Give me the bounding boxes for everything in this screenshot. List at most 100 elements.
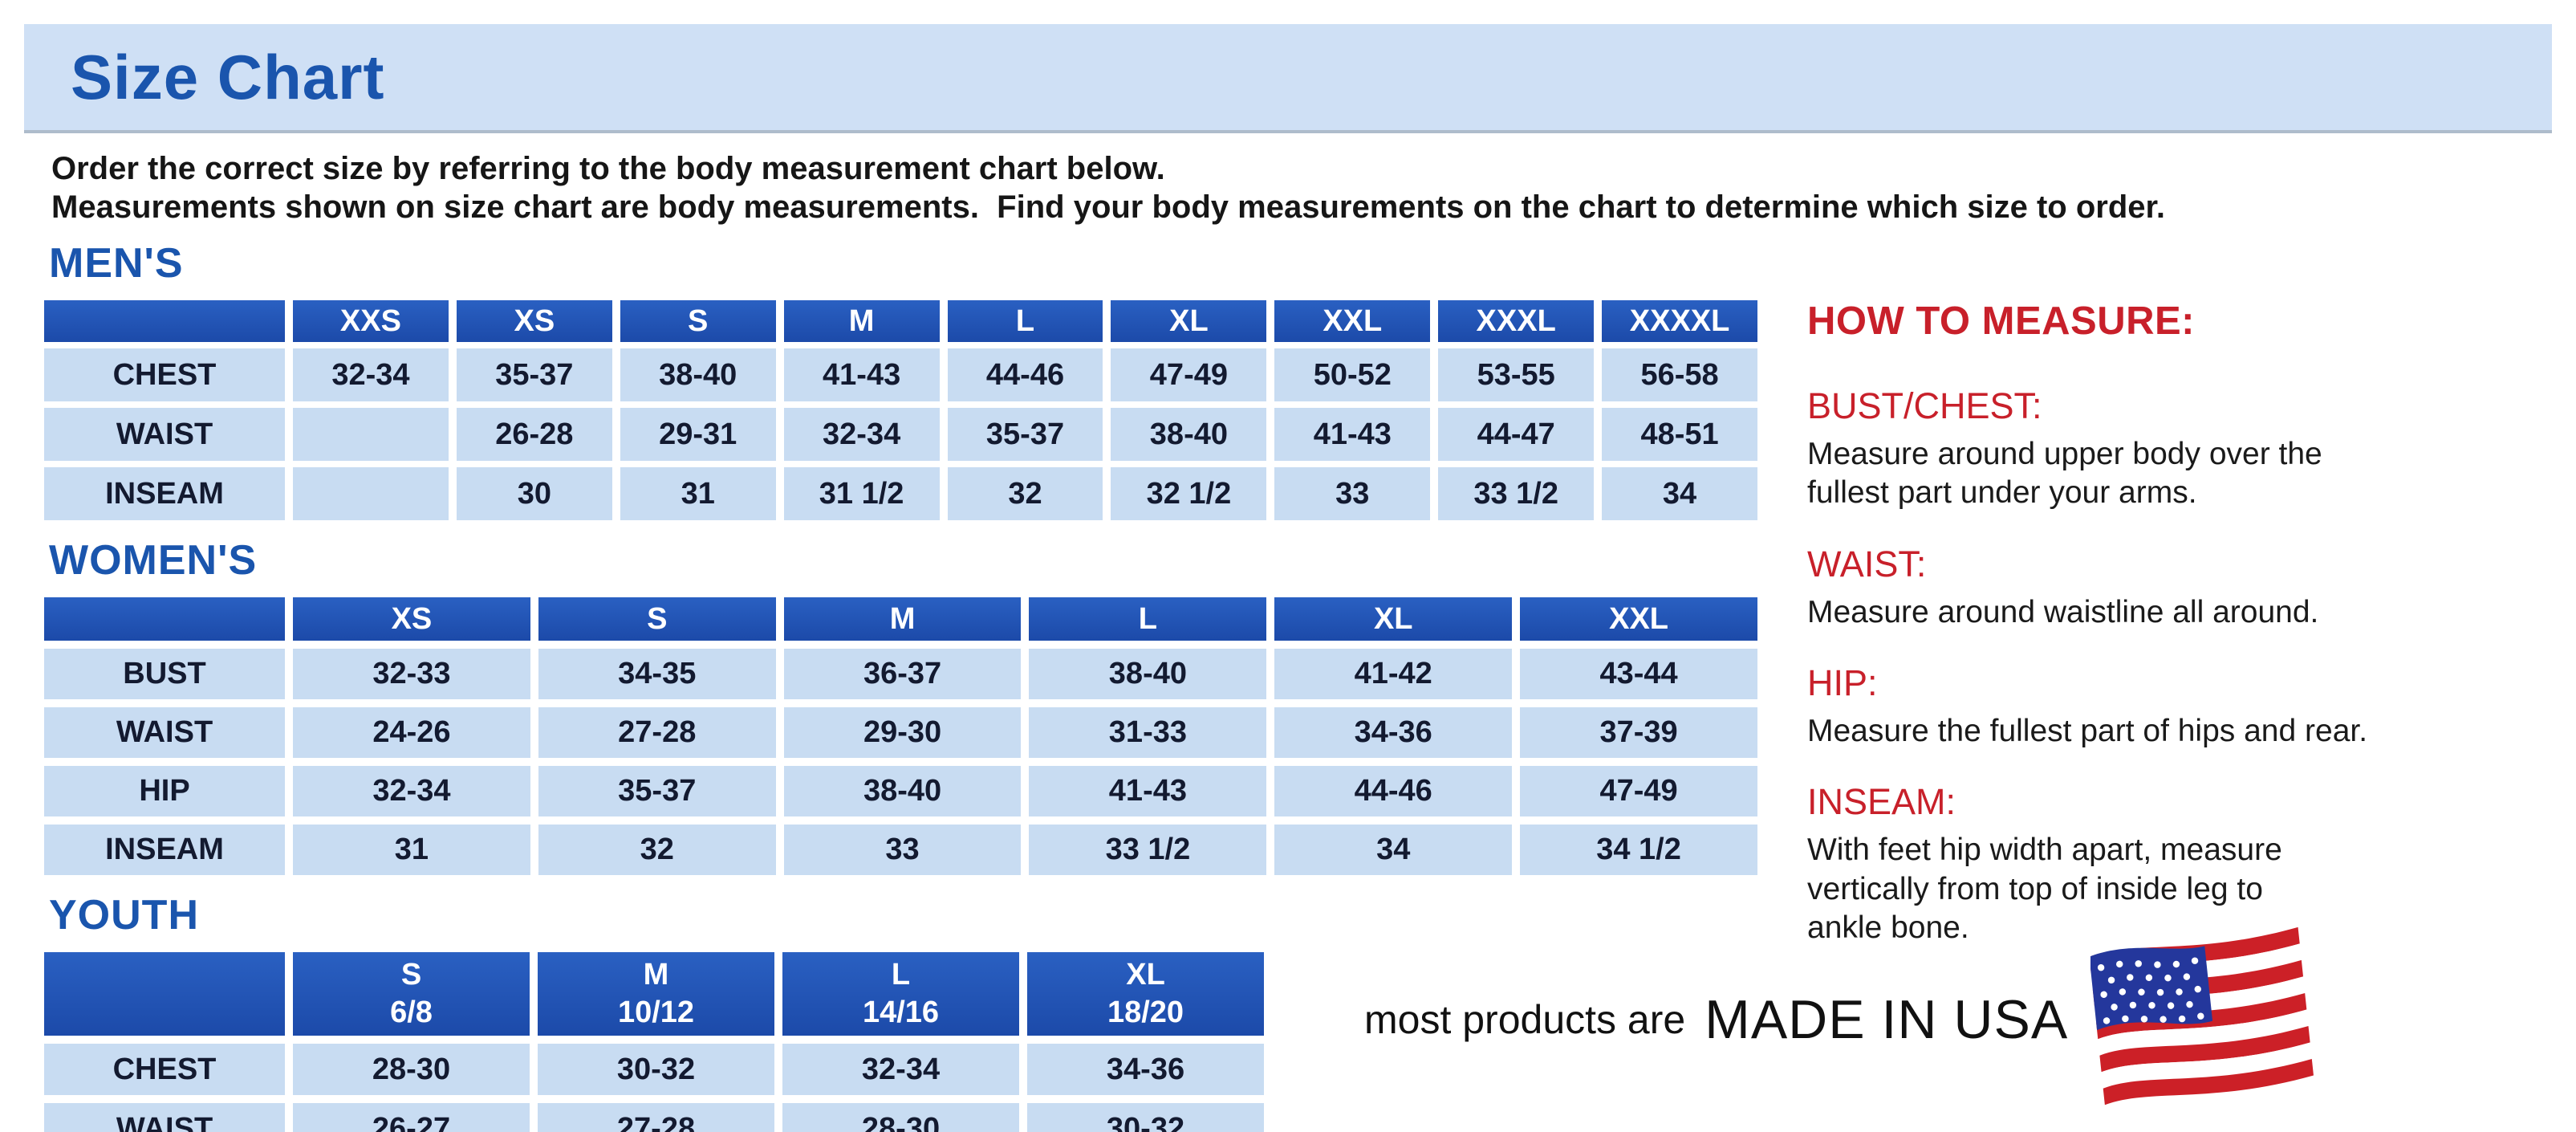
youth-column-header: S 6/8 [293,952,530,1036]
womens-value-cell: 47-49 [1520,766,1757,816]
measure-item-label: WAIST: [1807,543,1927,584]
mens-column-header: XS [456,300,612,342]
mens-value-cell: 32 1/2 [1111,467,1267,520]
mens-value-cell: 38-40 [620,348,776,401]
measure-item-label: INSEAM: [1807,781,1956,823]
mens-column-header: L [947,300,1103,342]
mens-header-row: XXS XS S M L XL XXL XXXL XXXXL [44,300,1758,342]
womens-row-label: BUST [44,649,285,699]
womens-value-cell: 31-33 [1029,707,1267,758]
mens-value-cell: 44-46 [947,348,1103,401]
us-flag-icon [2090,926,2314,1106]
youth-value-cell: 34-36 [1027,1044,1264,1095]
mens-value-cell: 35-37 [456,348,612,401]
mens-row-label: CHEST [44,348,285,401]
mens-value-cell: 32-34 [293,348,449,401]
youth-row-label: CHEST [44,1044,285,1095]
womens-column-header: XS [293,597,530,641]
mens-value-cell: 38-40 [1111,408,1267,461]
youth-value-cell: 26-27 [293,1103,530,1132]
womens-value-cell: 41-43 [1029,766,1267,816]
womens-value-cell: 33 [783,825,1022,875]
womens-value-cell: 34 1/2 [1520,825,1757,875]
mens-value-cell: 35-37 [947,408,1103,461]
womens-value-cell: 34-36 [1274,707,1513,758]
youth-column-header: L 14/16 [782,952,1019,1036]
mens-value-cell [293,467,449,520]
youth-row-chest: CHEST 28-30 30-32 32-34 34-36 [44,1044,1264,1095]
womens-header-row: XS S M L XL XXL [44,597,1757,641]
youth-value-cell: 28-30 [293,1044,530,1095]
youth-corner-cell [44,952,285,1036]
title-banner: Size Chart [24,24,2552,133]
mens-corner-cell [44,300,285,342]
mens-row-chest: CHEST 32-34 35-37 38-40 41-43 44-46 47-49 50-52… [44,348,1758,401]
womens-value-cell: 35-37 [538,766,776,816]
how-to-measure-panel: HOW TO MEASURE: BUST/CHEST: Measure arou… [1807,299,2513,948]
womens-value-cell: 32 [538,825,776,875]
mens-value-cell: 56-58 [1602,348,1758,401]
womens-value-cell: 41-42 [1274,649,1513,699]
mens-value-cell: 44-47 [1438,408,1595,461]
youth-value-cell: 28-30 [782,1103,1019,1132]
mens-value-cell: 32 [947,467,1103,520]
womens-column-header: L [1029,597,1267,641]
mens-value-cell: 33 [1274,467,1431,520]
measure-item-inseam: INSEAM: With feet hip width apart, measu… [1807,781,2513,947]
mens-value-cell: 47-49 [1111,348,1267,401]
womens-value-cell: 34 [1274,825,1513,875]
made-in-usa-line: most products are MADE IN USA [1364,915,2331,1124]
measure-item-text: Measure the fullest part of hips and rea… [1807,714,2368,749]
mens-column-header: XL [1111,300,1267,342]
womens-row-inseam: INSEAM 31 32 33 33 1/2 34 34 1/2 [44,825,1757,875]
womens-value-cell: 38-40 [1029,649,1267,699]
womens-value-cell: 32-33 [293,649,530,699]
womens-value-cell: 33 1/2 [1029,825,1267,875]
youth-value-cell: 30-32 [538,1044,774,1095]
mens-value-cell: 48-51 [1602,408,1758,461]
intro-text: Order the correct size by referring to t… [51,151,2165,225]
mens-value-cell: 26-28 [456,408,612,461]
mens-value-cell: 29-31 [620,408,776,461]
womens-value-cell: 43-44 [1520,649,1757,699]
mens-column-header: XXS [293,300,449,342]
mens-row-label: WAIST [44,408,285,461]
womens-row-label: HIP [44,766,285,816]
womens-row-label: INSEAM [44,825,285,875]
mens-table: XXS XS S M L XL XXL XXXL XXXXL CHEST 32-34 35-37 38-… [44,300,1758,520]
womens-value-cell: 44-46 [1274,766,1513,816]
womens-value-cell: 27-28 [538,707,776,758]
mens-value-cell [293,408,449,461]
youth-row-label: WAIST [44,1103,285,1132]
womens-value-cell: 29-30 [783,707,1022,758]
youth-table: S 6/8 M 10/12 L 14/16 XL 18/20 CHEST 28-30 30-… [44,952,1264,1132]
how-to-measure-heading: HOW TO MEASURE: [1807,299,2195,343]
size-tables: MEN'S XXS XS S M L XL XXL XXXL XXXXL CHEST 32-34 35-… [44,239,1758,1132]
womens-row-bust: BUST 32-33 34-35 36-37 38-40 41-42 43-44 [44,649,1757,699]
mens-value-cell: 41-43 [783,348,940,401]
mens-value-cell: 50-52 [1274,348,1431,401]
womens-section-heading: WOMEN'S [49,537,258,584]
youth-column-header: M 10/12 [538,952,774,1036]
mens-value-cell: 31 [620,467,776,520]
youth-value-cell: 27-28 [538,1103,774,1132]
measure-item-text: With feet hip width apart, measure verti… [1807,833,2282,946]
mens-value-cell: 53-55 [1438,348,1595,401]
womens-column-header: XXL [1520,597,1757,641]
page-title: Size Chart [71,41,385,112]
measure-item-waist: WAIST: Measure around waistline all arou… [1807,544,2513,632]
measure-item-hip: HIP: Measure the fullest part of hips an… [1807,662,2513,751]
womens-column-header: S [538,597,776,641]
womens-row-label: WAIST [44,707,285,758]
womens-corner-cell [44,597,285,641]
mens-column-header: XXXXL [1602,300,1758,342]
mens-column-header: XXXL [1438,300,1595,342]
mens-section-heading: MEN'S [49,240,184,287]
measure-item-bust-chest: BUST/CHEST: Measure around upper body ov… [1807,385,2513,513]
womens-column-header: M [783,597,1022,641]
mens-row-inseam: INSEAM 30 31 31 1/2 32 32 1/2 33 33 1/2 34 [44,467,1758,520]
womens-value-cell: 36-37 [783,649,1022,699]
mens-value-cell: 32-34 [783,408,940,461]
youth-header-row: S 6/8 M 10/12 L 14/16 XL 18/20 [44,952,1264,1036]
